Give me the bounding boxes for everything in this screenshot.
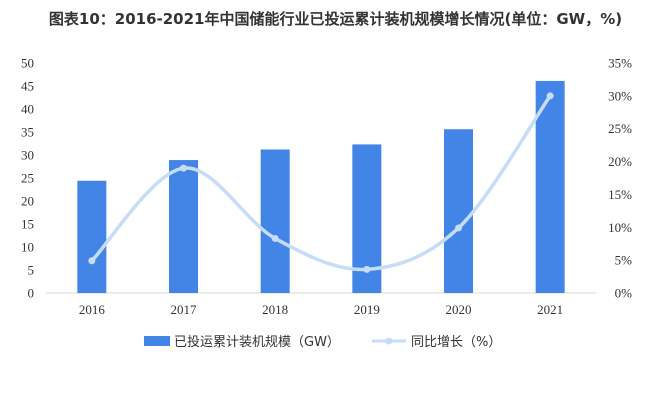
legend-line-marker bbox=[385, 337, 393, 345]
left-tick-label: 35 bbox=[21, 125, 34, 140]
left-tick-label: 50 bbox=[21, 56, 34, 71]
right-axis-ticks: 0% 5% 10% 15% 20% 25% 30% 35% bbox=[608, 56, 632, 301]
left-tick-label: 25 bbox=[21, 171, 34, 186]
x-tick-label: 2018 bbox=[262, 302, 288, 317]
growth-line bbox=[90, 94, 552, 272]
left-tick-label: 0 bbox=[28, 286, 35, 301]
left-tick-label: 45 bbox=[21, 79, 34, 94]
growth-point bbox=[180, 164, 187, 172]
right-tick-label: 20% bbox=[608, 154, 632, 169]
x-axis-ticks: 2016 2017 2018 2019 2020 2021 bbox=[79, 302, 563, 317]
chart-title: 图表10：2016-2021年中国储能行业已投运累计装机规模增长情况(单位：GW… bbox=[48, 10, 623, 28]
x-tick-label: 2017 bbox=[171, 302, 198, 317]
bar bbox=[444, 129, 473, 293]
left-tick-label: 15 bbox=[21, 217, 34, 232]
x-tick-label: 2020 bbox=[446, 302, 472, 317]
growth-point bbox=[546, 92, 554, 100]
x-tick-label: 2016 bbox=[79, 302, 106, 317]
right-tick-label: 5% bbox=[615, 253, 633, 268]
legend-line-label: 同比增长（%） bbox=[411, 335, 501, 350]
legend-bar-label: 已投运累计装机规模（GW） bbox=[174, 334, 340, 350]
bar bbox=[169, 160, 198, 293]
right-tick-label: 15% bbox=[608, 187, 632, 202]
left-tick-label: 30 bbox=[21, 148, 34, 163]
right-tick-label: 10% bbox=[608, 220, 632, 235]
growth-point bbox=[271, 234, 279, 242]
x-tick-label: 2019 bbox=[354, 302, 380, 317]
left-tick-label: 10 bbox=[21, 240, 34, 255]
left-tick-label: 5 bbox=[28, 263, 35, 278]
legend: 已投运累计装机规模（GW） 同比增长（%） bbox=[144, 334, 501, 350]
bar bbox=[260, 149, 290, 293]
bar bbox=[535, 80, 565, 293]
growth-point bbox=[88, 257, 96, 265]
right-tick-label: 0% bbox=[615, 286, 633, 301]
growth-point bbox=[455, 224, 462, 232]
x-tick-label: 2021 bbox=[537, 302, 563, 317]
left-axis-ticks: 0 5 10 15 20 25 30 35 40 45 50 bbox=[21, 56, 34, 301]
right-tick-label: 25% bbox=[608, 121, 632, 136]
left-tick-label: 20 bbox=[21, 194, 34, 209]
right-tick-label: 30% bbox=[608, 88, 632, 103]
left-tick-label: 40 bbox=[21, 102, 34, 117]
growth-point bbox=[363, 265, 371, 273]
right-tick-label: 35% bbox=[608, 56, 632, 71]
growth-points bbox=[88, 92, 554, 273]
bar bbox=[77, 180, 107, 293]
legend-bar-swatch bbox=[144, 336, 170, 346]
